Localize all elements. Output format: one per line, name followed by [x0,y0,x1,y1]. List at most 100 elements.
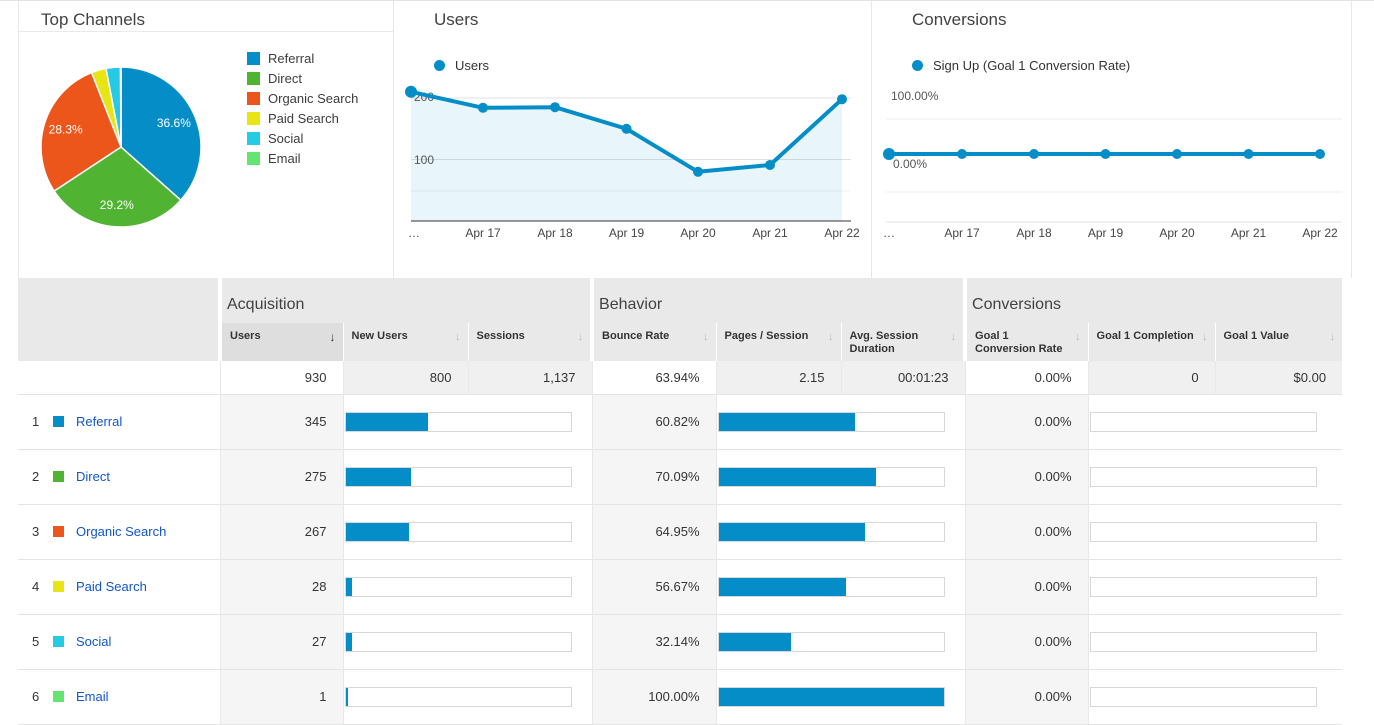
total-bounce-rate: 63.94% [591,361,717,394]
x-axis-tick-label: Apr 21 [752,226,788,240]
data-point[interactable] [1029,149,1039,159]
bounce-rate-value: 56.67% [591,558,717,614]
users-card: Users Users 200 100… Apr 17 Apr 18 Apr 19 Apr… [393,1,871,278]
data-point[interactable] [478,102,488,113]
legend-swatch-icon [247,71,260,85]
card-title-conversions: Conversions [912,10,1007,29]
channel-link-email[interactable]: Email [76,689,109,704]
table-row-direct: 2 Direct 275 70.09% 0.00% [18,448,1343,504]
channel-link-referral[interactable]: Referral [76,414,123,429]
users-bar [345,687,348,706]
data-point[interactable] [765,160,775,170]
channel-label-cell: 3 Organic Search [18,503,220,559]
column-header-goal-value[interactable]: Goal 1 Value ↓ [1214,323,1343,361]
data-point[interactable] [693,166,703,177]
column-header-pages-session[interactable]: Pages / Session ↓ [715,323,842,361]
channel-link-organic-search[interactable]: Organic Search [76,524,167,539]
bounce-rate-value: 60.82% [591,393,717,449]
legend-item-referral: Referral [247,48,358,68]
pie-slice-direct[interactable] [53,146,182,228]
channel-link-paid-search[interactable]: Paid Search [76,579,147,594]
sort-icon: ↓ [950,331,957,343]
goal-completion-bar-cell [1087,503,1343,559]
column-header-sessions[interactable]: Sessions ↓ [467,323,593,361]
bounce-rate-bar-box [717,686,945,707]
pie-slice-organic-search[interactable] [40,71,122,192]
users-legend: Users [434,58,489,73]
users-bar-cell [342,393,593,449]
goal-conversion-rate-value: 0.00% [964,558,1089,614]
bounce-rate-bar [718,522,865,541]
sort-icon: ↓ [703,331,709,343]
sort-icon: ↓ [1202,331,1208,343]
channel-label-cell: 5 Social [18,613,220,669]
data-point[interactable] [621,123,632,134]
bounce-rate-value: 64.95% [591,503,717,559]
bounce-rate-bar-cell [715,668,966,725]
channel-color-swatch-icon [53,416,64,427]
goal-completion-bar-box [1089,576,1317,597]
column-header-goal-completion[interactable]: Goal 1 Completion ↓ [1087,323,1216,361]
goal-completion-bar-box [1089,521,1317,542]
x-axis-tick-label: Apr 22 [1302,226,1338,240]
conversions-legend: Sign Up (Goal 1 Conversion Rate) [912,58,1130,73]
users-bar-box [344,686,572,707]
sort-icon: ↓ [1075,331,1081,343]
column-header-row: Users ↓ New Users ↓ Sessions ↓ Bounce Rate ↓… [18,323,1343,361]
group-header-acquisition: Acquisition [217,278,593,323]
bounce-rate-value: 32.14% [591,613,717,669]
data-point[interactable] [1315,149,1325,159]
area-fill [411,91,842,221]
legend-swatch-icon [247,111,260,125]
column-header-users[interactable]: Users ↓ [218,323,343,361]
channel-link-social[interactable]: Social [76,634,112,649]
users-value: 1 [219,668,343,725]
totals-blank [18,361,220,394]
pie-slice-label: 28.3% [49,123,83,137]
legend-item-paid-search: Paid Search [247,108,358,128]
channel-color-swatch-icon [53,526,64,537]
channel-link-direct[interactable]: Direct [76,469,110,484]
sort-desc-icon: ↓ [329,330,336,344]
total-goal-completion: 0 [1087,361,1216,394]
channel-color-swatch-icon [53,581,64,592]
legend-item-direct: Direct [247,68,358,88]
table-row-social: 5 Social 27 32.14% 0.00% [18,613,1343,669]
data-point[interactable] [883,148,895,160]
legend-swatch-icon [247,91,260,105]
users-bar-box [344,411,572,432]
users-value: 275 [219,448,343,504]
row-rank: 3 [32,524,40,539]
legend-label: Email [268,150,301,166]
bounce-rate-bar [718,467,877,486]
goal-completion-bar-cell [1087,393,1343,449]
card-title-users: Users [434,10,479,29]
users-bar [345,577,353,596]
bounce-rate-bar-cell [715,393,966,449]
table-row-email: 6 Email 1 100.00% 0.00% [18,668,1343,725]
bounce-rate-bar-box [717,466,945,487]
data-point[interactable] [1243,149,1254,159]
column-header-goal-conversion-rate[interactable]: Goal 1 Conversion Rate ↓ [963,323,1089,361]
data-point[interactable] [1172,149,1182,159]
pie-slice-email[interactable] [119,66,122,148]
bounce-rate-bar-cell [715,613,966,669]
channel-color-swatch-icon [53,691,64,702]
top-channels-card: Top Channels 36.6% 29.2% 28.3% Referral Dir… [18,1,393,278]
sort-icon: ↓ [828,331,834,343]
data-point[interactable] [550,102,560,113]
data-point[interactable] [837,94,847,105]
column-header-new-users[interactable]: New Users ↓ [342,323,468,361]
legend-dot-icon [912,60,923,71]
group-header-blank [18,278,220,323]
column-header-avg-session-duration[interactable]: Avg. Session Duration ↓ [840,323,966,361]
table-row-referral: 1 Referral 345 60.82% 0.00% [18,393,1343,449]
bounce-rate-bar-box [717,576,945,597]
column-header-bounce-rate[interactable]: Bounce Rate ↓ [590,323,717,361]
data-point[interactable] [957,149,967,159]
data-point[interactable] [1100,149,1111,159]
y-axis-tick-label: 0.00% [893,157,927,171]
pie-slice-label: 29.2% [100,198,134,212]
pie-slice-referral[interactable] [120,66,202,201]
data-point[interactable] [405,85,417,98]
